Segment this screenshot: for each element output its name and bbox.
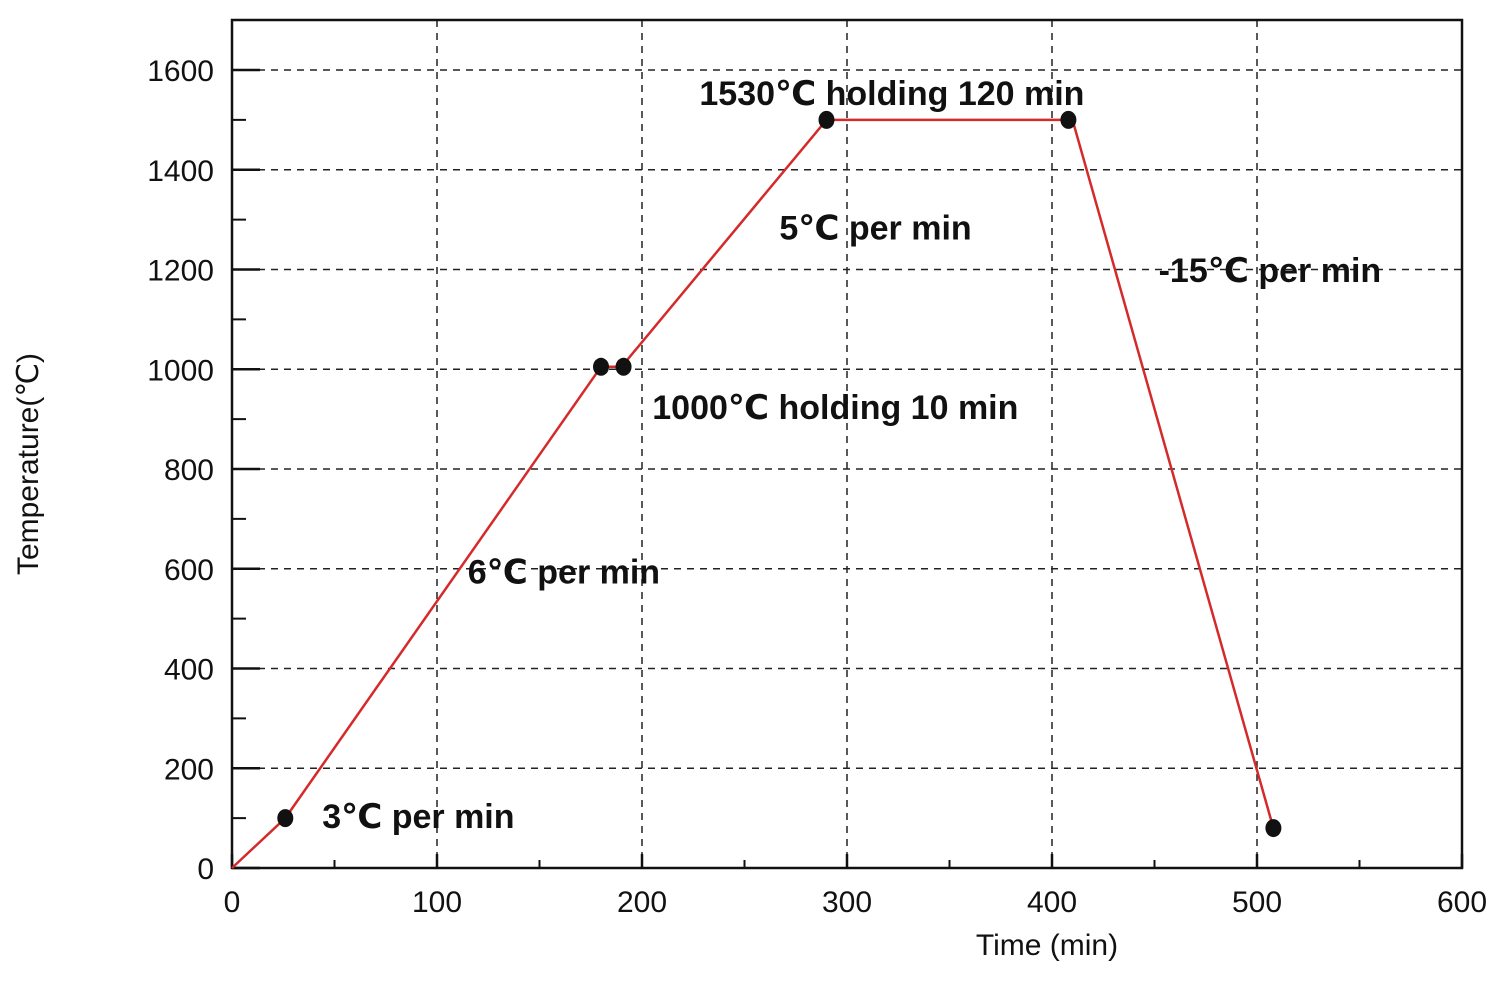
rate-annotation: 3℃ per min xyxy=(322,798,514,836)
y-tick-label: 600 xyxy=(164,554,214,587)
x-axis-title: Time (min) xyxy=(976,929,1118,962)
data-point-marker xyxy=(615,357,632,376)
y-tick-label: 1600 xyxy=(147,55,214,88)
rate-annotation: 1530℃ holding 120 min xyxy=(699,75,1084,113)
plot-frame xyxy=(230,18,1464,870)
data-point-marker xyxy=(1060,110,1077,129)
data-point-marker xyxy=(818,110,835,129)
rate-annotation: -15℃ per min xyxy=(1159,252,1382,290)
x-tick-label: 200 xyxy=(617,886,667,919)
y-tick-label: 800 xyxy=(164,454,214,487)
rate-annotation: 5℃ per min xyxy=(779,210,971,248)
temperature-series-line xyxy=(231,118,1275,869)
y-tick-label: 400 xyxy=(164,654,214,687)
y-tick-label: 1000 xyxy=(147,354,214,387)
marker-layer xyxy=(277,110,1282,838)
annotation-layer: 3℃ per min 6℃ per min 1000℃ holding 10 min… xyxy=(322,75,1381,836)
x-tick-label: 600 xyxy=(1437,886,1487,919)
series-layer xyxy=(231,118,1275,869)
x-tick-label: 400 xyxy=(1027,886,1077,919)
data-point-marker xyxy=(277,809,294,828)
rate-annotation: 6℃ per min xyxy=(468,554,660,592)
data-point-marker xyxy=(1265,819,1282,838)
y-axis-title: Temperature(℃) xyxy=(12,353,45,575)
rate-annotation: 1000℃ holding 10 min xyxy=(652,389,1018,427)
y-tick-label: 1200 xyxy=(147,255,214,288)
grid-lines xyxy=(232,20,1462,868)
data-point-marker xyxy=(593,357,609,376)
y-tick-label: 200 xyxy=(164,753,214,786)
y-tick-label: 0 xyxy=(197,853,214,886)
x-tick-label: 100 xyxy=(412,886,462,919)
x-tick-label: 0 xyxy=(224,886,241,919)
x-tick-label: 300 xyxy=(822,886,872,919)
y-tick-label: 1400 xyxy=(147,155,214,188)
x-tick-label: 500 xyxy=(1232,886,1282,919)
tick-label-layer: 0 100 200 300 400 500 600 0 200 400 600 800 1000 1200… xyxy=(147,55,1487,919)
